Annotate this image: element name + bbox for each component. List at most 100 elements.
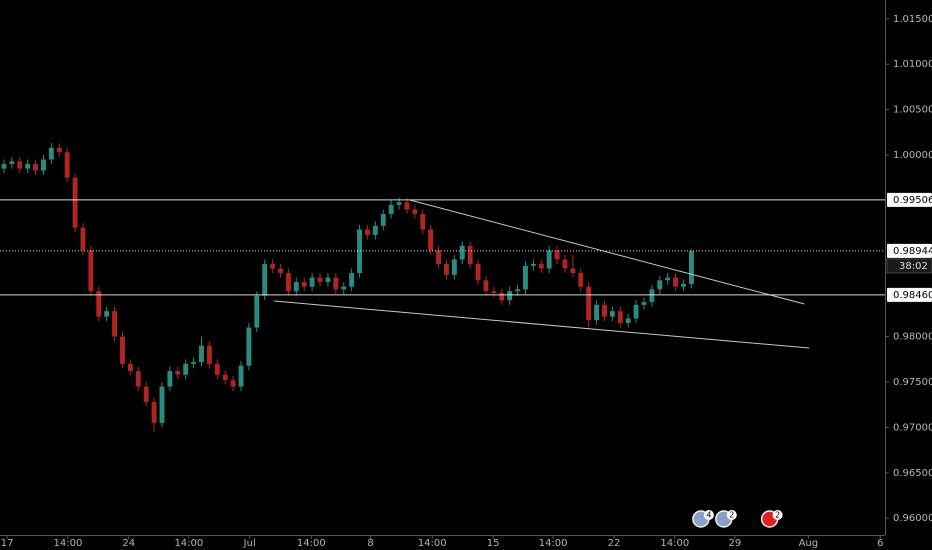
candle-body xyxy=(578,273,584,287)
candle-body xyxy=(104,311,110,317)
candle-body xyxy=(681,283,686,287)
y-tick-label: 1.01000 xyxy=(893,59,932,70)
candle-body xyxy=(372,225,378,235)
candle-body xyxy=(325,277,331,283)
x-tick-label: 22 xyxy=(608,538,621,549)
candle-body xyxy=(151,401,157,423)
candle-body xyxy=(641,302,647,305)
candle-body xyxy=(586,286,592,321)
candle-body xyxy=(135,371,141,387)
y-tick-label: 1.00000 xyxy=(893,150,932,161)
x-tick-label: 8 xyxy=(367,538,373,549)
x-tick-label: 29 xyxy=(728,538,741,549)
x-tick-label: 6 xyxy=(877,538,883,549)
candle-body xyxy=(238,365,244,387)
candle-body xyxy=(428,229,434,251)
y-tick-label: 0.97500 xyxy=(893,377,932,388)
x-tick-label: Jul xyxy=(243,538,256,549)
candle-body xyxy=(341,286,347,290)
candle-body xyxy=(538,263,544,269)
price-label: 0.99506 xyxy=(893,195,932,206)
candle-body xyxy=(625,318,631,323)
trend-line xyxy=(409,199,805,305)
candle-body xyxy=(380,214,386,226)
candle-body xyxy=(602,304,607,317)
candle-body xyxy=(120,336,125,364)
candle-body xyxy=(665,277,671,281)
candle-body xyxy=(507,291,513,301)
y-tick-label: 0.97000 xyxy=(893,422,932,433)
y-tick-label: 0.96500 xyxy=(893,468,932,479)
candle-body xyxy=(617,311,623,323)
candle-body xyxy=(388,204,394,215)
candle-body xyxy=(459,245,465,260)
candle-body xyxy=(33,164,39,171)
candle-body xyxy=(475,263,481,281)
candle-body xyxy=(649,289,655,303)
candle-body xyxy=(183,363,189,375)
price-label: 0.98460 xyxy=(893,290,932,301)
candle-body xyxy=(364,229,370,235)
x-tick-label: 14:00 xyxy=(418,538,447,549)
candle-body xyxy=(41,159,46,171)
candle-body xyxy=(562,259,568,269)
candle-body xyxy=(9,161,15,165)
x-tick-label: 15 xyxy=(487,538,500,549)
candle-body xyxy=(80,227,86,251)
candle-body xyxy=(554,250,560,260)
candle-body xyxy=(309,277,315,287)
y-tick-label: 0.98000 xyxy=(893,332,932,343)
x-tick-label: 24 xyxy=(122,538,135,549)
candle-body xyxy=(72,177,78,228)
event-badge xyxy=(772,510,783,520)
x-tick-label: Aug xyxy=(799,538,819,549)
candle-body xyxy=(404,202,410,210)
candle-body xyxy=(175,371,181,375)
candle-body xyxy=(127,363,133,372)
candle-body xyxy=(96,291,102,317)
candle-body xyxy=(412,209,418,215)
candle-body xyxy=(1,164,7,169)
candle-body xyxy=(317,277,323,283)
price-label-box xyxy=(887,287,932,302)
candle-body xyxy=(688,251,694,284)
event-count: 4 xyxy=(706,511,711,520)
candle-body xyxy=(254,295,260,328)
price-label-box xyxy=(887,243,932,258)
y-tick-label: 1.00500 xyxy=(893,105,932,116)
candle-body xyxy=(523,265,528,290)
candle-body xyxy=(657,280,663,290)
candle-body xyxy=(546,250,552,269)
candle-body xyxy=(222,374,228,381)
price-label-box xyxy=(887,192,932,207)
candle-body xyxy=(112,311,118,337)
candle-body xyxy=(349,273,355,287)
candle-body xyxy=(48,147,54,160)
candle-body xyxy=(230,380,236,387)
x-tick-label: 14:00 xyxy=(297,538,326,549)
candle-body xyxy=(483,280,489,292)
candle-body xyxy=(214,363,220,375)
candle-body xyxy=(609,311,615,317)
countdown: 38:02 xyxy=(899,261,928,272)
candle-body xyxy=(530,263,536,266)
candle-body xyxy=(143,386,149,402)
candle-body xyxy=(491,291,497,294)
candle-body xyxy=(515,289,521,292)
candle-body xyxy=(191,362,197,364)
candle-body xyxy=(357,229,362,274)
event-badge xyxy=(703,510,714,520)
candle-body xyxy=(25,164,31,169)
candle-body xyxy=(159,386,165,423)
candle-body xyxy=(594,304,600,321)
candle-body xyxy=(167,371,173,387)
candle-body xyxy=(293,282,299,292)
trend-line xyxy=(274,300,810,349)
candle-body xyxy=(17,161,23,169)
candle-body xyxy=(270,263,276,269)
x-tick-label: 14:00 xyxy=(660,538,689,549)
candle-body xyxy=(285,273,291,292)
event-count: 2 xyxy=(729,511,734,520)
candle-body xyxy=(301,282,307,287)
